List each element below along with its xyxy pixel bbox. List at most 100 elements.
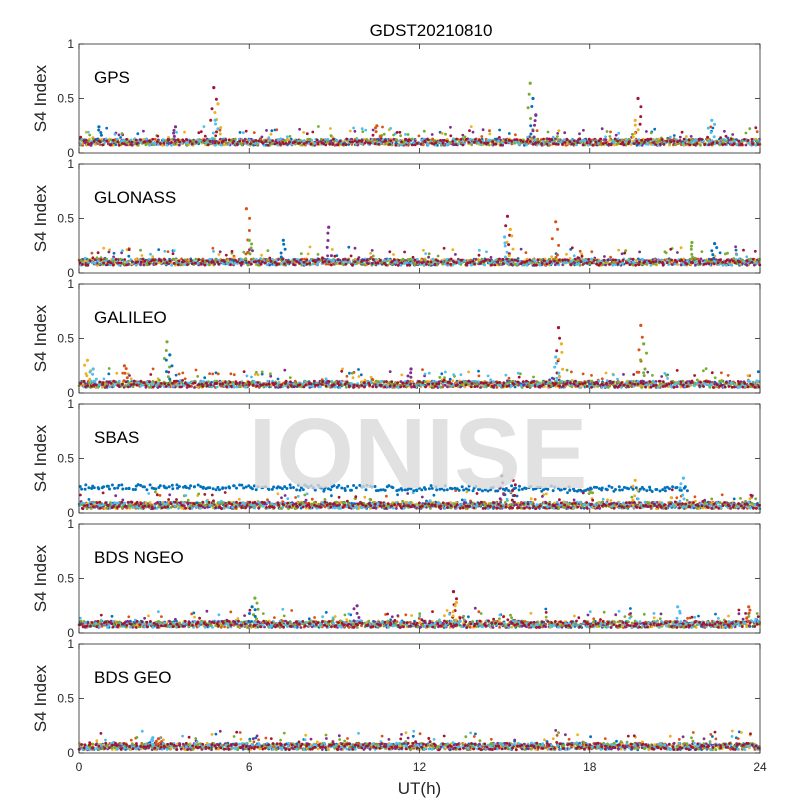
data-point: [743, 138, 746, 141]
data-point: [605, 130, 609, 133]
data-point: [415, 257, 419, 261]
data-point: [213, 141, 217, 145]
data-point: [240, 143, 244, 147]
data-point: [205, 140, 208, 144]
data-point: [618, 260, 622, 263]
data-point: [246, 263, 250, 267]
data-point: [652, 260, 655, 264]
data-point: [472, 141, 476, 144]
data-point: [507, 376, 511, 380]
data-point: [641, 258, 644, 262]
data-point: [570, 246, 574, 250]
data-point: [142, 263, 146, 267]
data-point: [299, 252, 303, 256]
data-point: [332, 259, 335, 263]
data-point: [709, 125, 713, 129]
data-point: [308, 261, 312, 265]
data-point: [525, 263, 529, 267]
data-point: [371, 378, 375, 382]
data-point: [159, 142, 162, 145]
data-point: [293, 140, 297, 144]
data-point: [269, 374, 273, 378]
spike-point: [244, 207, 248, 211]
data-point: [328, 142, 332, 146]
data-point: [519, 247, 523, 251]
data-point: [222, 143, 226, 147]
data-point: [581, 143, 585, 147]
data-point: [329, 263, 333, 267]
data-point: [198, 139, 202, 143]
data-point: [491, 140, 494, 144]
data-point: [675, 260, 679, 264]
data-point: [536, 258, 540, 261]
data-point: [384, 263, 388, 267]
data-point: [513, 258, 517, 262]
data-point: [670, 258, 673, 262]
data-point: [603, 255, 606, 258]
data-point: [467, 141, 471, 144]
data-point: [151, 255, 155, 258]
data-point: [395, 138, 398, 142]
data-point: [123, 258, 127, 261]
data-point: [454, 143, 458, 147]
spike-point: [633, 123, 637, 127]
spike-point: [97, 128, 101, 132]
data-point: [119, 136, 122, 139]
data-point: [600, 377, 604, 381]
data-point: [165, 261, 169, 265]
data-point: [403, 250, 406, 254]
data-point: [726, 136, 730, 140]
data-point: [305, 140, 309, 144]
data-point: [425, 263, 428, 266]
data-point: [426, 260, 430, 263]
data-point: [218, 128, 222, 132]
data-point: [517, 142, 521, 146]
data-point: [275, 128, 279, 132]
data-point: [268, 256, 272, 260]
data-point: [469, 125, 473, 128]
data-point: [369, 251, 372, 255]
data-point: [139, 248, 143, 252]
data-point: [217, 262, 221, 266]
data-point: [406, 133, 410, 136]
data-point: [426, 138, 430, 142]
data-point: [341, 383, 345, 387]
data-point: [410, 137, 414, 141]
data-point: [436, 259, 440, 263]
data-point: [599, 137, 603, 141]
data-point: [186, 263, 189, 266]
data-point: [199, 262, 203, 266]
data-point: [646, 143, 650, 146]
data-point: [718, 141, 721, 145]
data-point: [364, 128, 368, 132]
data-point: [178, 140, 182, 144]
data-point: [363, 263, 367, 267]
data-point: [608, 139, 612, 142]
data-point: [196, 138, 200, 142]
data-point: [410, 380, 414, 383]
data-point: [421, 368, 424, 371]
data-point: [248, 138, 251, 142]
data-point: [201, 259, 205, 263]
spike-point: [373, 138, 377, 141]
data-point: [423, 380, 427, 384]
spike-point: [713, 242, 717, 246]
data-point: [459, 138, 463, 141]
spike-point: [713, 122, 717, 126]
data-point: [377, 142, 381, 146]
spike-point: [374, 130, 378, 134]
data-point: [111, 257, 115, 261]
data-point: [745, 263, 749, 267]
data-point: [194, 368, 198, 372]
data-point: [202, 139, 206, 143]
data-point: [678, 139, 682, 142]
data-point: [317, 125, 320, 128]
spike-point: [247, 229, 251, 232]
spike-point: [639, 105, 643, 109]
data-point: [625, 261, 629, 265]
data-point: [445, 258, 449, 261]
data-point: [219, 143, 223, 147]
data-point: [526, 137, 530, 141]
data-point: [156, 140, 159, 144]
